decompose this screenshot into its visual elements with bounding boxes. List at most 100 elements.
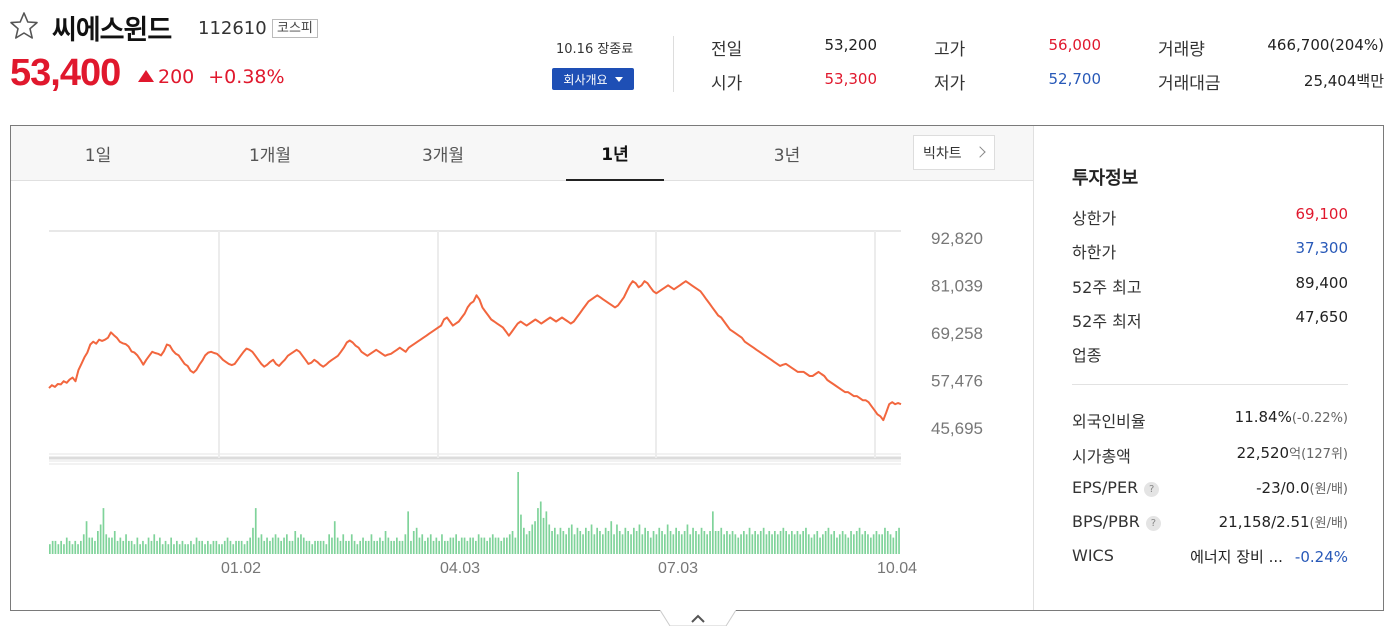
volume-bar — [328, 534, 330, 554]
expand-chevron-icon[interactable] — [660, 610, 736, 626]
volume-bar — [396, 537, 398, 554]
volume-bar — [517, 472, 519, 554]
eps-per-label-wrap: EPS/PER? — [1072, 478, 1160, 497]
volume-bar — [288, 540, 291, 554]
volume-bar — [652, 531, 655, 554]
volume-bar — [441, 534, 443, 554]
volume-bar — [683, 531, 686, 554]
bigchart-button[interactable]: 빅차트 — [913, 135, 995, 170]
volume-bar — [325, 544, 328, 554]
volume-bar — [754, 531, 756, 554]
volume-bar — [68, 540, 71, 554]
volume-bar — [254, 508, 257, 554]
volume-bar — [680, 534, 683, 554]
tab-1-year[interactable]: 1년 — [566, 126, 664, 181]
tab-3-years[interactable]: 3년 — [773, 146, 801, 166]
volume-bar — [130, 540, 133, 554]
volume-bar — [810, 537, 813, 554]
volume-bar — [91, 537, 93, 554]
volume-bar — [105, 534, 108, 554]
volume-bar — [850, 531, 852, 554]
volume-bar — [520, 514, 522, 554]
market-badge: 코스피 — [272, 19, 318, 38]
volume-bar — [649, 537, 652, 554]
volume-bar — [108, 537, 110, 554]
volume-bar — [460, 537, 463, 554]
volume-bar — [590, 524, 593, 554]
eps-help-icon[interactable]: ? — [1144, 482, 1160, 497]
volume-bar — [119, 537, 122, 554]
volume-bar — [257, 537, 260, 554]
volume-bar — [768, 531, 771, 554]
volume-bar — [480, 537, 483, 554]
volume-bar — [717, 531, 720, 554]
volume-bar — [263, 540, 266, 554]
quote-value-trade-value: 25,404백만 — [1303, 72, 1384, 90]
volume-bar — [587, 531, 590, 554]
company-info-button[interactable]: 회사개요 — [552, 68, 634, 90]
volume-bar — [675, 527, 677, 554]
volume-bar — [782, 527, 785, 554]
volume-bar — [167, 544, 170, 554]
volume-bar — [830, 534, 833, 554]
eps-per-value-wrap: -23/0.0(원/배) — [1256, 478, 1348, 497]
volume-bar — [300, 534, 302, 554]
volume-bar — [689, 534, 692, 554]
volume-bar — [658, 527, 661, 554]
volume-bar — [847, 537, 850, 554]
volume-bar — [743, 531, 745, 554]
volume-bar — [54, 540, 57, 554]
price-chart[interactable]: 92,820 81,039 69,258 57,476 45,695 01.02 04.0… — [11, 182, 1033, 610]
volume-bar — [333, 521, 336, 554]
volume-bar — [596, 527, 598, 554]
tab-3-months[interactable]: 3개월 — [421, 146, 465, 166]
volume-bar — [489, 537, 491, 554]
volume-bar — [816, 531, 819, 554]
foreign-ratio-label: 외국인비율 — [1072, 412, 1146, 431]
eps-per-label: EPS/PER — [1072, 478, 1139, 497]
volume-bar — [173, 544, 175, 554]
volume-bar — [133, 544, 136, 554]
volume-bar — [291, 540, 294, 554]
volume-bar — [407, 511, 409, 554]
bps-help-icon[interactable]: ? — [1145, 516, 1161, 531]
volume-bar — [610, 521, 613, 554]
volume-bar — [198, 540, 201, 554]
volume-bar — [748, 527, 751, 554]
volume-bar — [875, 531, 878, 554]
volume-bar — [573, 534, 576, 554]
volume-bar — [537, 508, 539, 554]
volume-bar — [593, 534, 596, 554]
volume-bar — [491, 534, 494, 554]
volume-bar — [446, 540, 449, 554]
volume-bar — [494, 537, 497, 554]
investment-info-panel: 투자정보 상한가 69,100 하한가 37,300 52주 최고 89,400… — [1033, 126, 1384, 610]
volume-bar — [463, 537, 466, 554]
volume-bar — [697, 534, 700, 554]
volume-bar — [633, 527, 635, 554]
volume-bar — [638, 524, 641, 554]
chart-panel: 1일 1개월 3개월 1년 3년 빅차트 92,820 81,039 69,258 5… — [10, 125, 1384, 611]
volume-bar — [779, 531, 782, 554]
foreign-ratio-change: (-0.22%) — [1291, 411, 1348, 426]
favorite-star-icon[interactable] — [8, 10, 40, 42]
volume-bar — [147, 537, 150, 554]
volume-bar — [51, 540, 54, 554]
bigchart-label: 빅차트 — [923, 145, 962, 162]
volume-bar — [381, 540, 384, 554]
y-tick-label: 92,820 — [931, 229, 983, 248]
volume-bar — [269, 540, 271, 554]
quote-value-volume: 466,700(204%) — [1267, 36, 1384, 54]
tab-1-day[interactable]: 1일 — [84, 146, 112, 166]
volume-bar — [398, 540, 401, 554]
volume-bar — [870, 537, 872, 554]
volume-bar — [97, 531, 99, 554]
market-cap-unit: 억(127위) — [1289, 447, 1348, 462]
lower-limit-value: 37,300 — [1295, 239, 1349, 257]
tab-1-month[interactable]: 1개월 — [248, 146, 292, 166]
volume-bar — [838, 534, 841, 554]
volume-bar — [49, 544, 51, 554]
volume-bar — [604, 527, 607, 554]
volume-bar — [486, 540, 488, 554]
volume-bar — [661, 531, 663, 554]
